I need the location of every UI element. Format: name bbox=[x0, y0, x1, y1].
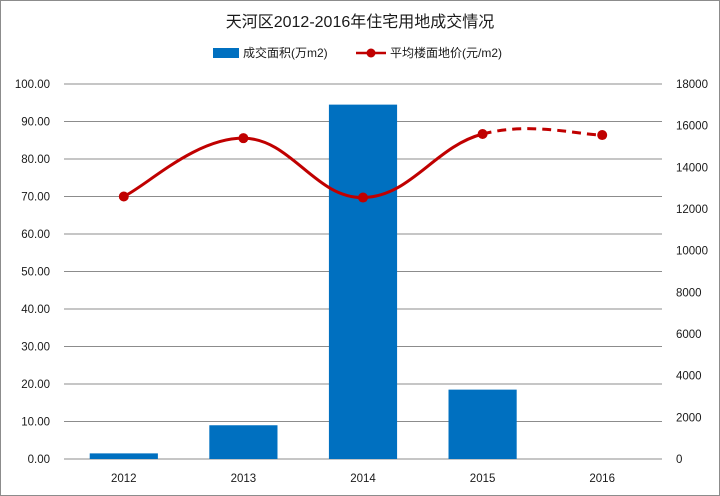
y-axis-right-ticks: 0 2000 4000 6000 8000 10000 12000 14000 16000 180… bbox=[676, 79, 708, 466]
bar-2013 bbox=[209, 425, 278, 459]
y-left-tick-label: 60.00 bbox=[21, 229, 50, 241]
legend-label-line: 平均楼面地价(元/m2) bbox=[390, 45, 502, 60]
line-point-2015 bbox=[477, 129, 488, 139]
y-left-tick-label: 80.00 bbox=[21, 154, 50, 166]
y-right-tick-label: 8000 bbox=[676, 287, 702, 299]
y-right-tick-label: 18000 bbox=[676, 79, 708, 91]
y-left-tick-label: 40.00 bbox=[21, 304, 50, 316]
line-series-solid bbox=[123, 132, 483, 200]
y-left-tick-label: 0.00 bbox=[28, 454, 50, 466]
y-right-tick-label: 4000 bbox=[676, 371, 702, 383]
y-left-tick-label: 70.00 bbox=[21, 192, 50, 204]
y-right-tick-label: 0 bbox=[676, 454, 682, 466]
line-point-2013 bbox=[238, 133, 249, 144]
chart-title: 天河区2012-2016年住宅用地成交情况 bbox=[226, 13, 495, 31]
y-left-tick-label: 20.00 bbox=[21, 379, 50, 391]
y-left-tick-label: 50.00 bbox=[21, 267, 50, 279]
bar-2012 bbox=[89, 453, 158, 459]
x-tick-label: 2014 bbox=[350, 473, 376, 485]
x-tick-label: 2016 bbox=[589, 473, 615, 485]
x-tick-label: 2012 bbox=[111, 473, 137, 485]
line-series-dashed bbox=[482, 127, 603, 137]
line-series-points bbox=[118, 129, 608, 203]
x-tick-label: 2015 bbox=[470, 473, 496, 485]
legend-swatch-bar bbox=[213, 48, 239, 58]
legend-swatch-marker bbox=[366, 48, 376, 58]
y-right-tick-label: 16000 bbox=[676, 121, 708, 133]
x-axis-ticks: 2012 2013 2014 2015 2016 bbox=[111, 473, 615, 485]
y-left-tick-label: 10.00 bbox=[21, 417, 50, 429]
legend-label-bar: 成交面积(万m2) bbox=[243, 45, 328, 60]
line-point-2014 bbox=[358, 192, 368, 203]
chart-legend: 成交面积(万m2) 平均楼面地价(元/m2) bbox=[213, 45, 502, 60]
y-left-tick-label: 90.00 bbox=[21, 117, 50, 129]
y-right-tick-label: 10000 bbox=[676, 246, 708, 258]
bar-2015 bbox=[448, 389, 517, 459]
y-left-tick-label: 30.00 bbox=[21, 342, 50, 354]
y-right-tick-label: 2000 bbox=[676, 412, 702, 424]
line-point-2016 bbox=[597, 130, 608, 141]
x-tick-label: 2013 bbox=[231, 473, 257, 485]
y-right-tick-label: 12000 bbox=[676, 204, 708, 216]
bar-2014 bbox=[328, 104, 398, 459]
y-right-tick-label: 14000 bbox=[676, 162, 708, 174]
y-right-tick-label: 6000 bbox=[676, 329, 702, 341]
y-axis-left-ticks: 0.00 10.00 20.00 30.00 40.00 50.00 60.00 70.00 8… bbox=[15, 79, 50, 466]
line-point-2012 bbox=[118, 191, 129, 202]
y-left-tick-label: 100.00 bbox=[15, 79, 50, 91]
bar-series bbox=[89, 104, 517, 459]
